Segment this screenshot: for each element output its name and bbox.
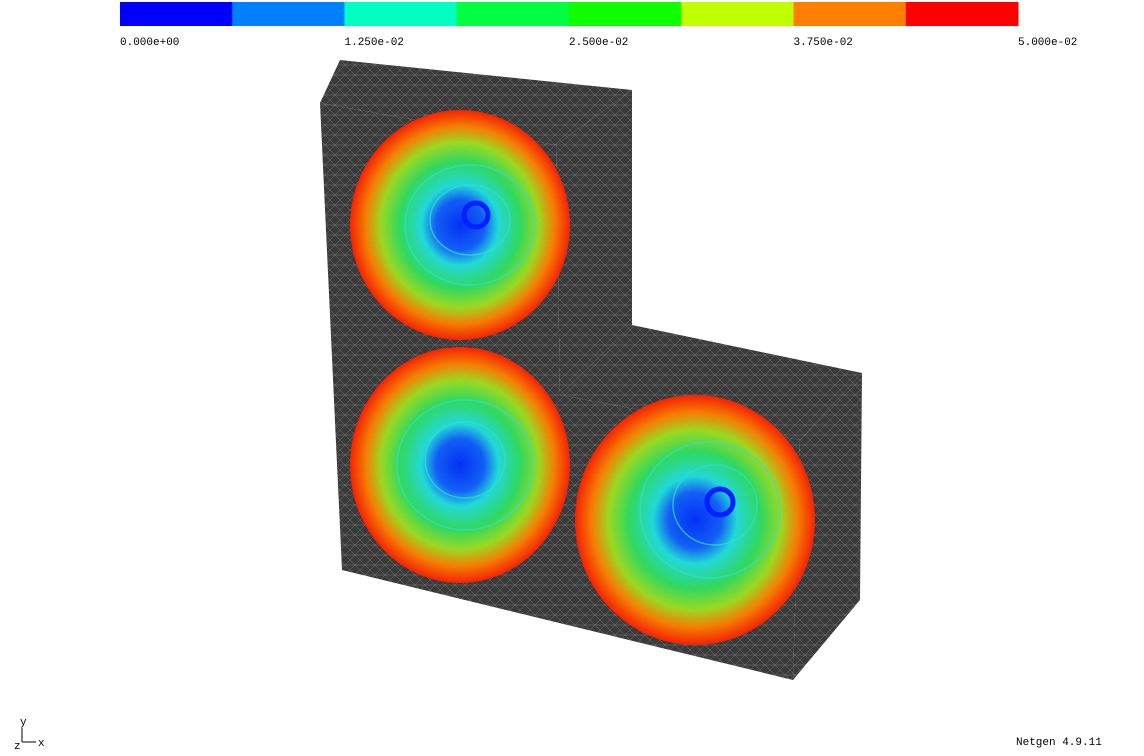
color-segment bbox=[456, 2, 570, 26]
color-segment bbox=[232, 2, 345, 26]
tick-label: 3.750e-02 bbox=[794, 37, 853, 49]
right-face bbox=[793, 373, 862, 680]
color-segment bbox=[120, 2, 233, 26]
axis-label: y bbox=[20, 717, 27, 729]
color-segment bbox=[681, 2, 794, 26]
axis-label: x bbox=[38, 738, 45, 750]
colorbar: 0.000e+00 1.250e-02 2.500e-02 3.750e-02 5.00… bbox=[120, 2, 1077, 49]
color-segment bbox=[344, 2, 458, 26]
color-segment bbox=[793, 2, 907, 26]
streamlines bbox=[396, 164, 781, 579]
tick-label: 1.250e-02 bbox=[345, 37, 404, 49]
vortex-core bbox=[461, 200, 491, 230]
color-segment bbox=[905, 2, 1019, 26]
tick-label: 5.000e-02 bbox=[1018, 37, 1077, 49]
step-face bbox=[560, 325, 862, 440]
axis-lines bbox=[21, 728, 36, 743]
tick-label: 0.000e+00 bbox=[120, 37, 179, 49]
axis-triad: y x z bbox=[14, 717, 45, 753]
vortex bbox=[350, 110, 570, 340]
mesh-body bbox=[320, 60, 862, 680]
vortex bbox=[350, 347, 570, 583]
axis-label: z bbox=[14, 741, 21, 753]
top-face bbox=[320, 60, 632, 145]
side-face bbox=[556, 90, 632, 395]
tick-label: 2.500e-02 bbox=[569, 37, 628, 49]
version-label: Netgen 4.9.11 bbox=[1016, 737, 1102, 749]
color-segment bbox=[569, 2, 682, 26]
vortex-core bbox=[704, 486, 736, 518]
